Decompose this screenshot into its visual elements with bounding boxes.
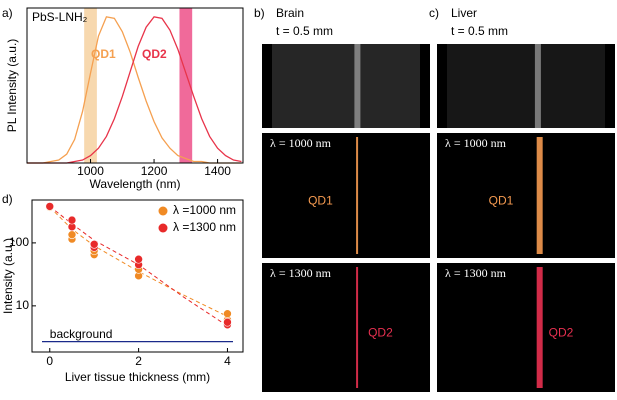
- data-point: [134, 254, 143, 264]
- tissue: [447, 44, 605, 128]
- legend-label: λ =1300 nm: [173, 220, 236, 234]
- data-point: [45, 202, 55, 211]
- band: [179, 8, 193, 163]
- x-tick-label: 2: [135, 354, 142, 368]
- x-axis-label: Wavelength (nm): [90, 177, 181, 191]
- probe-label: QD2: [368, 326, 393, 340]
- image-frame: [262, 133, 430, 258]
- wavelength-label: λ = 1300 nm: [445, 266, 507, 280]
- signal-stripe: [536, 137, 543, 254]
- spectrum-line: [27, 16, 242, 164]
- panel-label: b): [254, 6, 265, 20]
- x-tick-label: 1200: [141, 164, 168, 178]
- y-tick-label: 100: [9, 235, 29, 249]
- tissue: [272, 44, 420, 128]
- data-point: [67, 215, 77, 225]
- image-frame: [437, 133, 615, 258]
- depth-label: t = 0.5 mm: [451, 24, 508, 38]
- wavelength-label: λ = 1300 nm: [270, 266, 332, 280]
- image-frame: [437, 263, 615, 392]
- signal-stripe: [356, 137, 359, 254]
- x-tick-label: 1000: [77, 164, 104, 178]
- legend-marker: [158, 206, 168, 216]
- x-tick-label: 1400: [204, 164, 231, 178]
- y-tick-label: 10: [16, 298, 30, 312]
- band: [84, 8, 97, 163]
- data-point: [89, 239, 99, 249]
- probe-label: QD1: [489, 194, 514, 208]
- data-point: [67, 230, 77, 239]
- x-axis-label: Liver tissue thickness (mm): [65, 370, 210, 384]
- reference-label: background: [50, 327, 113, 341]
- sample-name: Brain: [276, 6, 304, 20]
- y-axis-label: PL Intensity (a.u.): [5, 39, 19, 133]
- series-label: QD2: [142, 47, 167, 61]
- fit-line: [49, 206, 228, 317]
- panel-label: c): [429, 6, 439, 20]
- sample-name: Liver: [451, 6, 477, 20]
- spectrum-line: [27, 16, 242, 164]
- probe-label: QD1: [308, 194, 333, 208]
- wavelength-label: λ = 1000 nm: [445, 136, 507, 150]
- panel-label: d): [2, 192, 13, 206]
- capillary: [534, 44, 541, 128]
- depth-label: t = 0.5 mm: [276, 24, 333, 38]
- image-frame: [262, 263, 430, 392]
- x-tick-label: 4: [224, 354, 231, 368]
- plot-frame: [26, 7, 244, 164]
- chart-title: PbS-LNH₂: [32, 10, 88, 24]
- plot-frame: [31, 199, 244, 353]
- wavelength-label: λ = 1000 nm: [270, 136, 332, 150]
- data-point: [223, 317, 232, 327]
- probe-label: QD2: [549, 326, 574, 340]
- panel-label: a): [2, 6, 13, 20]
- x-tick-label: 0: [46, 354, 53, 368]
- series-label: QD1: [91, 47, 116, 61]
- signal-stripe: [536, 267, 543, 388]
- legend-label: λ =1000 nm: [173, 203, 236, 217]
- signal-stripe: [356, 267, 359, 388]
- y-axis-label: Intensity (a.u.): [1, 238, 15, 314]
- legend-marker: [158, 223, 168, 233]
- data-point: [223, 309, 232, 319]
- capillary: [354, 44, 361, 128]
